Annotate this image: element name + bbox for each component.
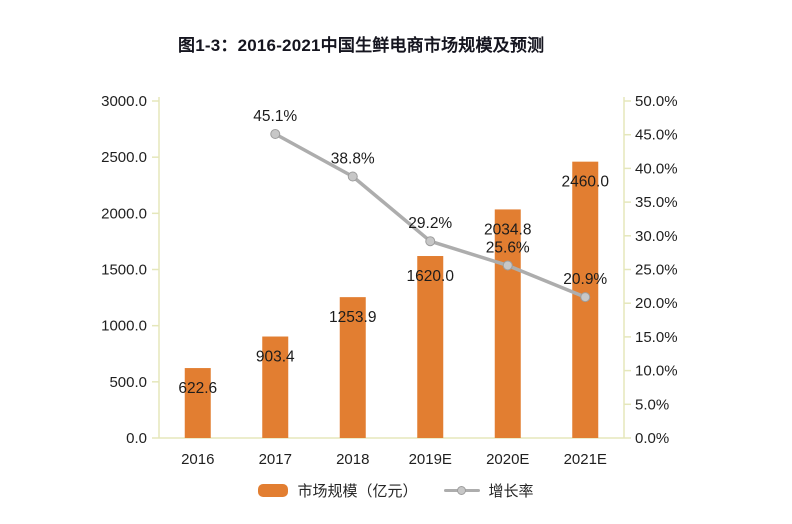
bar-label-2017: 903.4	[256, 349, 295, 366]
right-axis-tick-label: 15.0%	[635, 329, 678, 346]
bar-label-2020E: 2034.8	[484, 221, 531, 238]
bar-series-group	[184, 161, 599, 438]
growth-point-2021E	[580, 292, 591, 303]
right-axis-tick-label: 10.0%	[635, 363, 678, 380]
left-axis-tick-label: 1000.0	[101, 318, 147, 335]
chart-legend: 市场规模（亿元） 增长率	[0, 480, 792, 501]
left-axis-tick-label: 2500.0	[101, 149, 147, 166]
growth-label-2017: 45.1%	[253, 108, 297, 125]
right-axis-tick-label: 20.0%	[635, 295, 678, 312]
growth-point-2017	[270, 129, 281, 140]
bar-label-2016: 622.6	[178, 380, 217, 397]
bar-2017	[262, 336, 289, 438]
growth-label-2019E: 29.2%	[408, 215, 452, 232]
x-axis-label-2021E: 2021E	[564, 451, 607, 468]
line-series-group	[270, 129, 591, 303]
bar-label-2021E: 2460.0	[562, 174, 610, 191]
growth-label-2021E: 20.9%	[563, 271, 607, 288]
chart-title: 图1-3：2016-2021中国生鲜电商市场规模及预测	[178, 36, 545, 55]
data-labels-group: 622.6 903.4 1253.9 1620.0 2034.8 2460.0 45.1% 3…	[178, 108, 609, 397]
line-series-swatch-icon	[443, 484, 480, 497]
x-axis-label-2017: 2017	[259, 451, 292, 468]
right-axis-tick-label: 35.0%	[635, 194, 678, 211]
x-axis-label-2020E: 2020E	[486, 451, 529, 468]
right-axis-tick-label: 25.0%	[635, 262, 678, 279]
left-axis-tick-label: 2000.0	[101, 205, 147, 222]
left-axis-tick-label: 500.0	[109, 374, 147, 391]
growth-point-2020E	[502, 260, 513, 271]
bar-2016	[184, 368, 211, 438]
growth-point-2019E	[425, 236, 436, 247]
line-swatch-marker-icon	[456, 486, 466, 495]
x-axis-label-2018: 2018	[336, 451, 369, 468]
bar-2019E	[417, 256, 444, 438]
x-axis-label-2016: 2016	[181, 451, 214, 468]
right-axis-tick-label: 0.0%	[635, 430, 669, 447]
x-axis-label-2019E: 2019E	[409, 451, 452, 468]
bar-label-2018: 1253.9	[329, 309, 376, 326]
bar-label-2019E: 1620.0	[407, 268, 455, 285]
right-axis-tick-label: 40.0%	[635, 160, 678, 177]
right-axis-tick-label: 45.0%	[635, 127, 678, 144]
legend-label-market-size: 市场规模（亿元）	[297, 483, 418, 500]
legend-label-growth-rate: 增长率	[488, 483, 534, 500]
axes-group: 0.0 500.0 1000.0 1500.0 2000.0 2500.0 3000.0 0.…	[101, 93, 677, 468]
legend-item-market-size: 市场规模（亿元）	[258, 480, 418, 501]
right-axis-tick-label: 5.0%	[635, 396, 669, 413]
growth-label-2020E: 25.6%	[486, 239, 530, 256]
left-axis-tick-label: 3000.0	[101, 93, 147, 110]
right-axis-tick-label: 30.0%	[635, 228, 678, 245]
bar-series-swatch-icon	[258, 484, 289, 497]
left-axis-tick-label: 0.0	[126, 430, 147, 447]
right-axis-tick-label: 50.0%	[635, 93, 678, 110]
bar-2020E	[494, 209, 521, 438]
legend-item-growth-rate: 增长率	[443, 480, 534, 501]
left-axis-tick-label: 1500.0	[101, 262, 147, 279]
growth-label-2018: 38.8%	[331, 150, 375, 167]
bar-2018	[339, 297, 366, 438]
growth-point-2018	[347, 171, 358, 182]
